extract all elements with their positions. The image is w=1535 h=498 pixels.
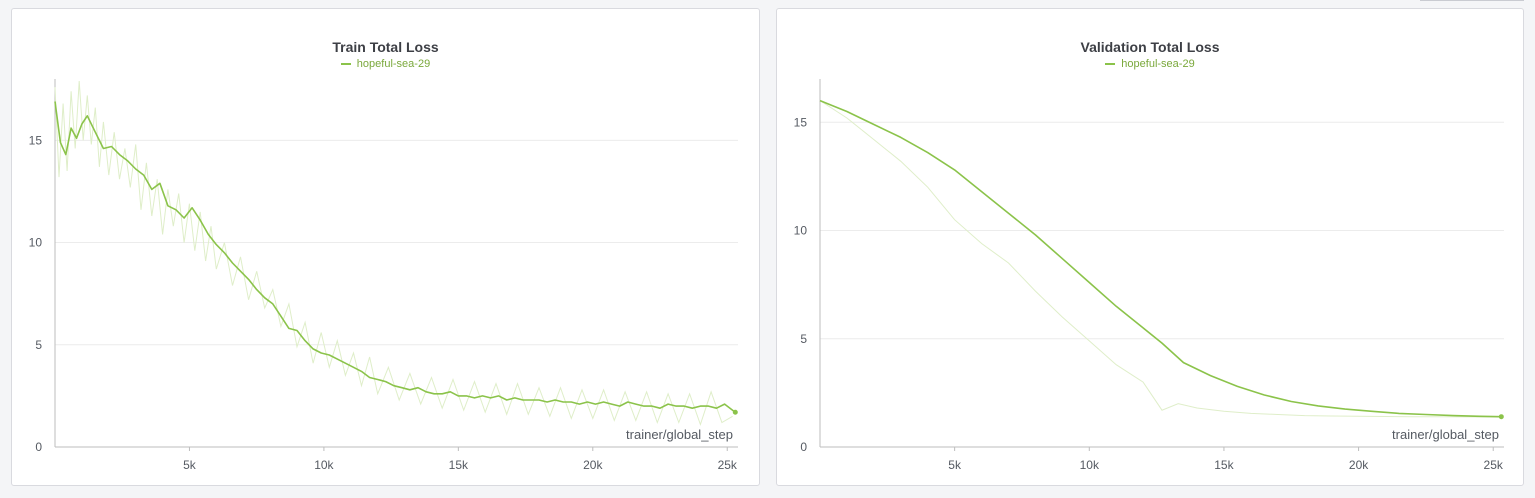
y-tick-label: 5	[35, 338, 42, 352]
train-loss-plot[interactable]: 0 5 10 15 5k 10k 15k 20k 25k trainer/global_step	[12, 9, 761, 487]
legend-swatch	[1105, 63, 1116, 65]
chart-legend[interactable]: hopeful-sea-29	[777, 58, 1523, 70]
raw-series-line	[819, 100, 1502, 418]
series-line	[819, 99, 1502, 418]
x-axis-title: trainer/global_step	[1392, 427, 1499, 442]
x-tick-label: 15k	[1214, 458, 1234, 472]
top-tab-edge	[1420, 0, 1524, 1]
legend-label: hopeful-sea-29	[356, 58, 431, 70]
series-line	[54, 101, 736, 413]
series-end-point	[732, 409, 738, 415]
x-tick-label: 25k	[718, 458, 738, 472]
x-tick-label: 20k	[1349, 458, 1369, 472]
y-tick-label: 10	[794, 224, 808, 238]
series-end-point	[1498, 414, 1504, 420]
raw-series-line	[54, 80, 733, 427]
x-tick-label: 5k	[183, 458, 197, 472]
x-tick-label: 25k	[1484, 458, 1504, 472]
x-axis-title: trainer/global_step	[626, 427, 733, 442]
x-tick-label: 10k	[314, 458, 334, 472]
chart-title: Train Total Loss	[332, 39, 439, 55]
y-tick-label: 15	[29, 133, 43, 147]
y-tick-label: 0	[800, 440, 807, 454]
x-tick-label: 5k	[948, 458, 962, 472]
x-tick-label: 15k	[449, 458, 469, 472]
y-tick-label: 5	[800, 332, 807, 346]
validation-total-loss-panel: Validation Total Loss hopeful-sea-29 0 5 1…	[776, 8, 1524, 486]
y-tick-label: 0	[35, 440, 42, 454]
x-tick-label: 20k	[583, 458, 603, 472]
legend-swatch	[340, 63, 351, 65]
validation-loss-plot[interactable]: 0 5 10 15 5k 10k 15k 20k 25k trainer/global_step	[777, 9, 1525, 487]
y-tick-label: 15	[794, 115, 808, 129]
train-total-loss-panel: Train Total Loss hopeful-sea-29 0 5 10 15 5k…	[11, 8, 760, 486]
y-tick-label: 10	[29, 236, 43, 250]
legend-label: hopeful-sea-29	[1121, 58, 1195, 70]
chart-legend[interactable]: hopeful-sea-29	[12, 58, 759, 70]
x-tick-label: 10k	[1080, 458, 1100, 472]
chart-title: Validation Total Loss	[1080, 39, 1220, 55]
